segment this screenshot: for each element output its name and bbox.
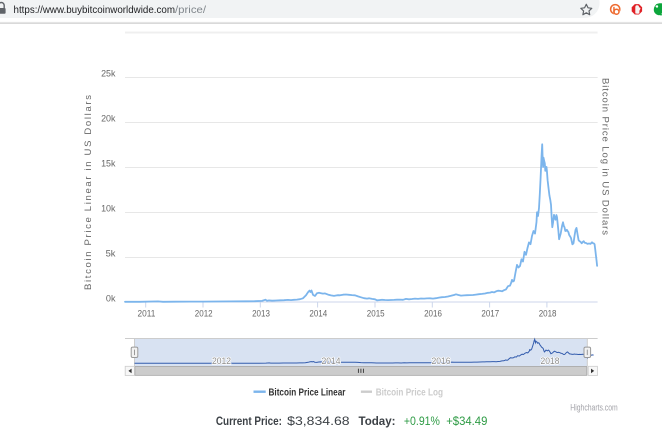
svg-text:2018: 2018 (541, 356, 560, 366)
svg-text:Bitcoin Price Log: Bitcoin Price Log (376, 387, 443, 399)
svg-text:15k: 15k (101, 158, 116, 168)
svg-text:2017: 2017 (481, 309, 499, 320)
svg-text:2011: 2011 (138, 309, 156, 320)
svg-text:5k: 5k (106, 248, 116, 258)
svg-text:0k: 0k (106, 293, 116, 303)
svg-text:2016: 2016 (432, 356, 451, 366)
svg-text:https://www.buybitcoinworldwid: https://www.buybitcoinworldwide.com/pric… (14, 4, 207, 16)
svg-text:2014: 2014 (309, 309, 327, 320)
svg-text:2012: 2012 (195, 309, 213, 320)
svg-text:2016: 2016 (424, 309, 442, 320)
svg-text:2018: 2018 (539, 309, 557, 320)
svg-text:Highcharts.com: Highcharts.com (570, 403, 617, 413)
svg-text:Bitcoin Price Log in US Dollar: Bitcoin Price Log in US Dollars (600, 78, 611, 235)
svg-text:2013: 2013 (252, 309, 270, 320)
svg-text:10k: 10k (101, 203, 116, 213)
svg-text:Bitcoin Price Linear in US Dol: Bitcoin Price Linear in US Dollars (83, 95, 94, 290)
svg-text:2015: 2015 (367, 309, 385, 320)
svg-text:20k: 20k (101, 113, 116, 123)
svg-text:25k: 25k (101, 68, 116, 78)
svg-text:Bitcoin Price Linear: Bitcoin Price Linear (269, 387, 346, 399)
svg-text:2014: 2014 (322, 356, 341, 366)
svg-text:2012: 2012 (212, 356, 231, 366)
